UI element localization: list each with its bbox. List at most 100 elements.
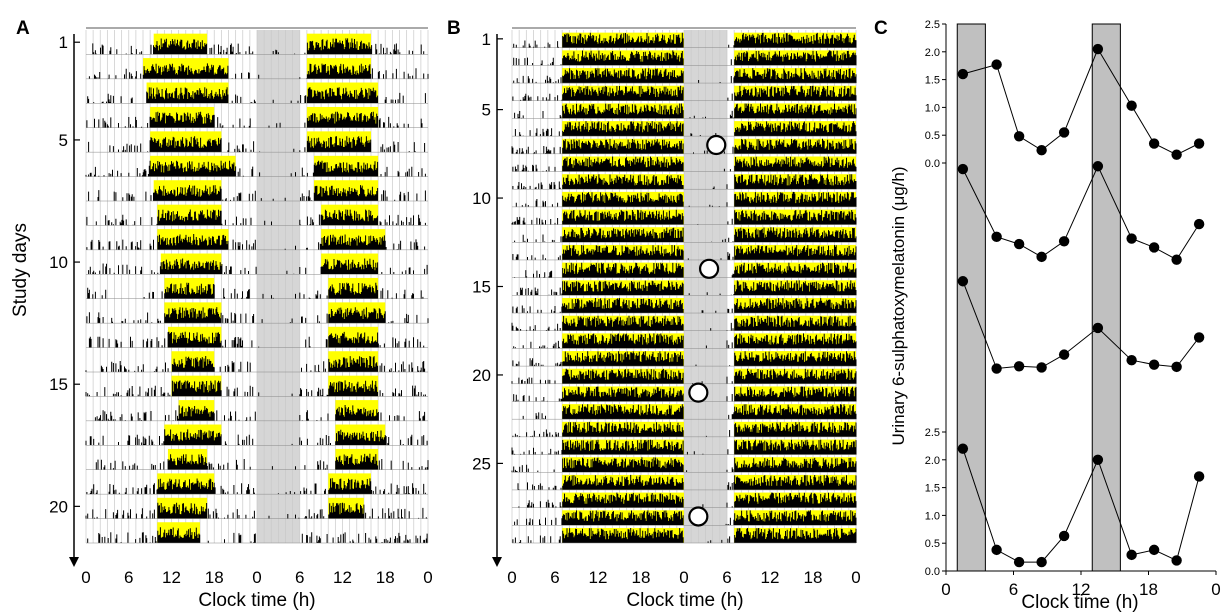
panel-a-x-ticks: 0 6 12 18 0 6 12 18 0: [81, 568, 432, 587]
x-tick-label: 6: [124, 568, 133, 587]
activity-trace: [512, 298, 857, 313]
melatonin-series-line: [962, 164, 1200, 261]
melatonin-series-line: [962, 448, 1200, 563]
night-band: [684, 30, 727, 543]
y-tick-label: 2.5: [925, 427, 940, 439]
melatonin-data-point: [1171, 361, 1182, 373]
melatonin-data-point: [1171, 254, 1182, 265]
y-tick-label: 2.5: [925, 19, 940, 31]
activity-trace: [513, 333, 857, 349]
melatonin-marker: [688, 506, 709, 527]
activity-trace: [511, 457, 857, 473]
panel-a-y-axis-title: Study days: [10, 223, 31, 317]
x-tick-label: 18: [804, 568, 823, 587]
panel-c: C 0 6 12 18 0 2.5 2.0 1.5 1.0 0.5 0.0 2.5 2.0 1.5 1.0…: [874, 18, 1221, 613]
activity-trace: [85, 502, 427, 519]
x-tick-label: 0: [1211, 580, 1220, 599]
activity-trace: [88, 63, 429, 79]
melatonin-data-point: [1126, 354, 1137, 366]
y-tick-label: 0.5: [925, 538, 940, 550]
activity-trace: [86, 478, 426, 495]
panel-c-x-ticks: 0 6 12 18 0: [941, 571, 1221, 599]
melatonin-data-point: [1126, 233, 1137, 244]
activity-trace: [92, 38, 425, 55]
melatonin-data-point: [1193, 332, 1205, 343]
panel-c-melatonin-plot: [945, 23, 1216, 572]
melatonin-data-point: [991, 363, 1002, 374]
y-tick-label: 25: [472, 454, 491, 473]
melatonin-data-point: [1148, 544, 1160, 556]
melatonin-data-point: [1036, 251, 1047, 263]
activity-trace: [513, 50, 857, 66]
activity-trace: [87, 527, 428, 543]
melatonin-data-point: [1126, 549, 1137, 561]
activity-trace: [516, 280, 857, 296]
down-arrow-icon: [69, 557, 79, 567]
x-tick-label: 12: [761, 568, 780, 587]
y-tick-label: 1.0: [925, 102, 940, 114]
activity-trace: [512, 351, 857, 367]
melatonin-data-point: [1058, 530, 1070, 542]
melatonin-marker: [706, 134, 727, 156]
y-tick-label: 1.0: [925, 510, 940, 522]
activity-trace: [514, 510, 857, 526]
activity-trace: [511, 138, 857, 154]
y-tick-label: 0.0: [925, 566, 940, 578]
activity-trace: [514, 262, 857, 278]
y-tick-label: 15: [472, 278, 491, 297]
y-tick-label: 20: [49, 497, 68, 516]
melatonin-data-point: [991, 231, 1002, 243]
melatonin-data-point: [1058, 127, 1070, 138]
activity-trace: [85, 356, 426, 372]
y-tick-label: 10: [472, 189, 491, 208]
activity-trace: [512, 421, 857, 437]
melatonin-marker: [698, 258, 720, 279]
activity-trace: [517, 474, 857, 490]
panel-c-y-axis-title: Urinary 6-sulphatoxymelatonin (μg/h): [889, 166, 908, 445]
activity-trace: [511, 439, 857, 455]
activity-trace: [85, 160, 426, 177]
panel-a-actogram: [69, 27, 429, 567]
activity-trace: [513, 32, 857, 48]
activity-trace: [511, 315, 857, 331]
y-tick-label: 5: [482, 101, 491, 120]
y-tick-label: 0.5: [925, 130, 940, 142]
y-tick-label: 1.5: [925, 75, 940, 87]
panel-b-actogram: [492, 27, 857, 567]
melatonin-data-point: [991, 544, 1002, 556]
x-tick-label: 12: [1072, 580, 1091, 599]
activity-trace: [86, 111, 423, 128]
activity-trace: [514, 121, 857, 137]
panel-c-x-axis-title: Clock time (h): [1021, 592, 1138, 613]
x-tick-label: 6: [550, 568, 559, 587]
activity-trace: [88, 136, 426, 153]
melatonin-data-point: [1036, 556, 1047, 568]
activity-trace: [86, 209, 426, 226]
activity-trace: [512, 528, 857, 543]
activity-trace: [512, 245, 857, 260]
melatonin-data-point: [1092, 161, 1104, 172]
y-tick-label: 20: [472, 366, 491, 385]
x-tick-label: 0: [941, 580, 950, 599]
night-interval-bar: [1091, 23, 1121, 572]
melatonin-data-point: [1171, 149, 1182, 160]
melatonin-data-point: [1013, 131, 1025, 142]
x-tick-label: 6: [295, 568, 304, 587]
activity-trace: [511, 368, 857, 384]
activity-trace: [88, 258, 428, 275]
panel-a-x-axis-title: Clock time (h): [198, 590, 315, 611]
panel-b-label: B: [447, 18, 461, 39]
melatonin-data-point: [1193, 218, 1205, 230]
melatonin-data-point: [1058, 349, 1070, 360]
activity-trace: [513, 68, 857, 84]
melatonin-data-point: [1013, 361, 1025, 372]
activity-trace: [88, 185, 426, 201]
activity-trace: [87, 282, 424, 299]
x-tick-label: 12: [589, 568, 608, 587]
activity-trace: [86, 234, 426, 250]
activity-trace: [511, 209, 857, 225]
x-tick-label: 0: [252, 568, 261, 587]
panel-c-y-ticks: 2.5 2.0 1.5 1.0 0.5 0.0 2.5 2.0 1.5 1.0 0.5 0.0: [925, 19, 946, 578]
